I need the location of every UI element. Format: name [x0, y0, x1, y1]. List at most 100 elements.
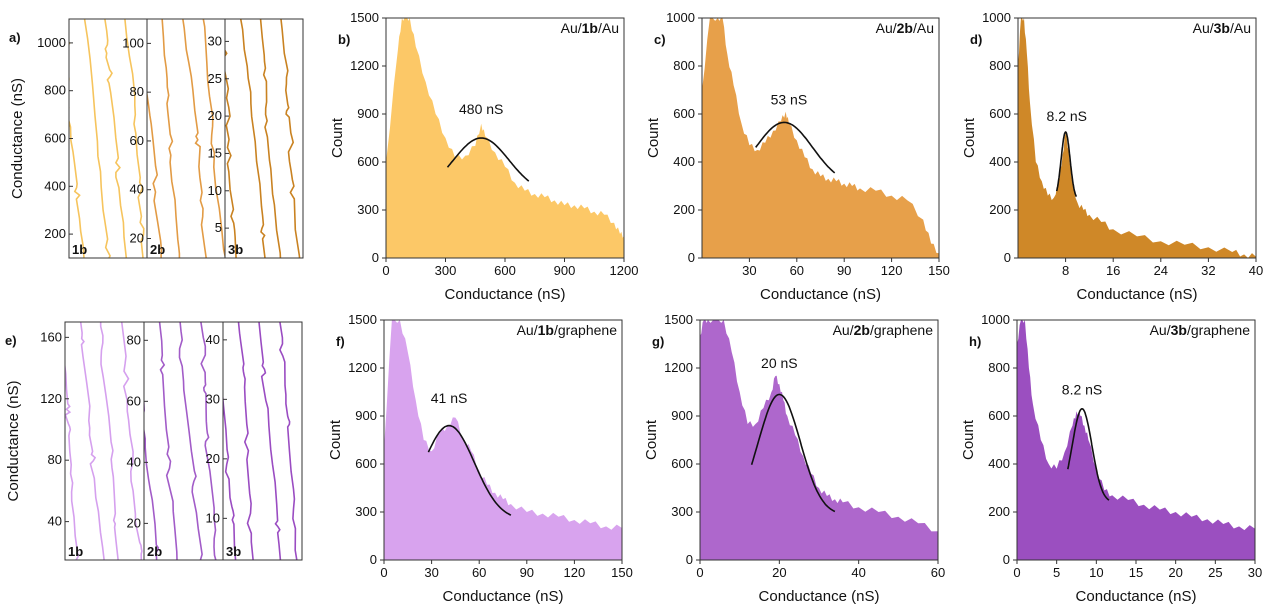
trace-label: 1b [72, 242, 87, 257]
y-tick-label: 120 [40, 391, 62, 406]
y-tick-label: 1500 [348, 312, 377, 327]
panel-b: 0 300 600 900 1200 0 300 600 900 1200 1500 Conducta… [329, 10, 638, 303]
y-tick-label: 0 [370, 552, 377, 567]
chart-title: Au/1b/graphene [517, 322, 618, 338]
chart-title: Au/1b/Au [561, 20, 619, 36]
y-tick-label: 20 [130, 230, 144, 245]
y-tick-label: 80 [130, 84, 144, 99]
x-tick-label: 60 [472, 565, 486, 580]
y-tick-label: 80 [48, 452, 62, 467]
x-tick-label: 0 [382, 263, 389, 278]
panel-a: 200 400 600 800 1000 1b 20 40 60 80 100 2b 5 10 15 20 25… [9, 18, 304, 259]
panel-e: 40 80 120 160 1b 20 40 60 80 2b 10 20 30 40 3b Conducta… [5, 321, 303, 561]
conductance-trace [124, 19, 145, 258]
y-tick-label: 200 [673, 202, 695, 217]
y-tick-label: 900 [357, 106, 379, 121]
x-tick-label: 150 [611, 565, 633, 580]
histogram-area [1018, 18, 1256, 258]
y-tick-label: 1200 [664, 360, 693, 375]
x-tick-label: 25 [1208, 565, 1222, 580]
peak-annotation: 20 nS [761, 355, 798, 371]
panel-f: 0 30 60 90 120 150030060090012001500Conductan… [327, 312, 633, 605]
subpanel-1b: 200 400 600 800 1000 1b [37, 18, 148, 259]
trace-label: 1b [68, 544, 83, 559]
subpanel-frame [146, 18, 226, 259]
y-axis-label: Count [643, 419, 660, 460]
gaussian-fit-line [446, 137, 530, 182]
title-part: /Au [913, 20, 934, 36]
y-tick-label: 60 [130, 133, 144, 148]
x-tick-label: 120 [881, 263, 903, 278]
x-tick-label: 20 [772, 565, 786, 580]
y-tick-label: 100 [122, 35, 144, 50]
y-tick-label: 30 [206, 391, 220, 406]
x-tick-label: 600 [494, 263, 516, 278]
y-tick-label: 1200 [348, 360, 377, 375]
panel-h: 0 5 10 15 20 25 30 0 200 400 600 800 1000 Conductance… [960, 312, 1262, 605]
plot-frame [699, 319, 939, 561]
title-part: Au/ [1150, 322, 1171, 338]
panel-label: e) [5, 333, 17, 348]
x-tick-label: 0 [1013, 565, 1020, 580]
title-part: 2b [854, 322, 870, 338]
x-tick-label: 30 [742, 263, 756, 278]
panel-label: g) [652, 334, 664, 349]
x-tick-label: 15 [1129, 565, 1143, 580]
conductance-trace [158, 322, 178, 560]
conductance-trace [259, 19, 282, 258]
y-axis-label: Count [961, 117, 978, 158]
chart-title: Au/2b/Au [876, 20, 934, 36]
subpanel-3b: 5 10 15 20 25 30 3b [208, 18, 304, 259]
y-tick-label: 160 [40, 329, 62, 344]
panel-c: 30 60 90 120 150 0 200 400 600 800 1000 Conductance… [645, 10, 950, 303]
histogram-area [386, 18, 624, 258]
y-tick-label: 800 [44, 83, 66, 98]
conductance-trace [99, 322, 119, 560]
y-axis-label: Count [329, 117, 346, 158]
conductance-trace [178, 322, 203, 560]
title-part: Au/ [833, 322, 854, 338]
x-tick-label: 10 [1089, 565, 1103, 580]
y-tick-label: 20 [206, 451, 220, 466]
title-part: /graphene [554, 322, 617, 338]
y-axis-label: Conductance (nS) [9, 78, 26, 199]
y-tick-label: 0 [686, 552, 693, 567]
plot-frame [383, 319, 623, 561]
y-tick-label: 1000 [982, 10, 1011, 25]
peak-annotation: 8.2 nS [1062, 381, 1102, 397]
y-tick-label: 600 [989, 106, 1011, 121]
y-tick-label: 600 [988, 408, 1010, 423]
y-tick-label: 10 [208, 183, 222, 198]
x-tick-label: 30 [424, 565, 438, 580]
title-part: /Au [1230, 20, 1251, 36]
x-tick-label: 0 [696, 565, 703, 580]
title-part: 1b [538, 322, 554, 338]
y-tick-label: 200 [989, 202, 1011, 217]
conductance-trace [223, 390, 237, 560]
y-tick-label: 20 [127, 515, 141, 530]
y-tick-label: 1500 [664, 312, 693, 327]
y-tick-label: 0 [688, 250, 695, 265]
x-tick-label: 90 [520, 565, 534, 580]
y-tick-label: 15 [208, 145, 222, 160]
y-tick-label: 400 [989, 154, 1011, 169]
y-axis-label: Conductance (nS) [5, 381, 22, 502]
y-tick-label: 900 [671, 408, 693, 423]
histogram-area [1017, 320, 1255, 560]
conductance-trace [239, 19, 266, 258]
x-tick-label: 1200 [610, 263, 639, 278]
y-tick-label: 30 [208, 33, 222, 48]
title-part: Au/ [1193, 20, 1214, 36]
y-tick-label: 200 [988, 504, 1010, 519]
y-tick-label: 300 [671, 504, 693, 519]
x-tick-label: 0 [380, 565, 387, 580]
panel-label: b) [338, 32, 350, 47]
conductance-trace [79, 322, 105, 560]
title-part: Au/ [517, 322, 538, 338]
conductance-trace [120, 322, 143, 560]
y-tick-label: 10 [206, 510, 220, 525]
peak-annotation: 480 nS [459, 101, 503, 117]
histogram-area [384, 320, 622, 560]
